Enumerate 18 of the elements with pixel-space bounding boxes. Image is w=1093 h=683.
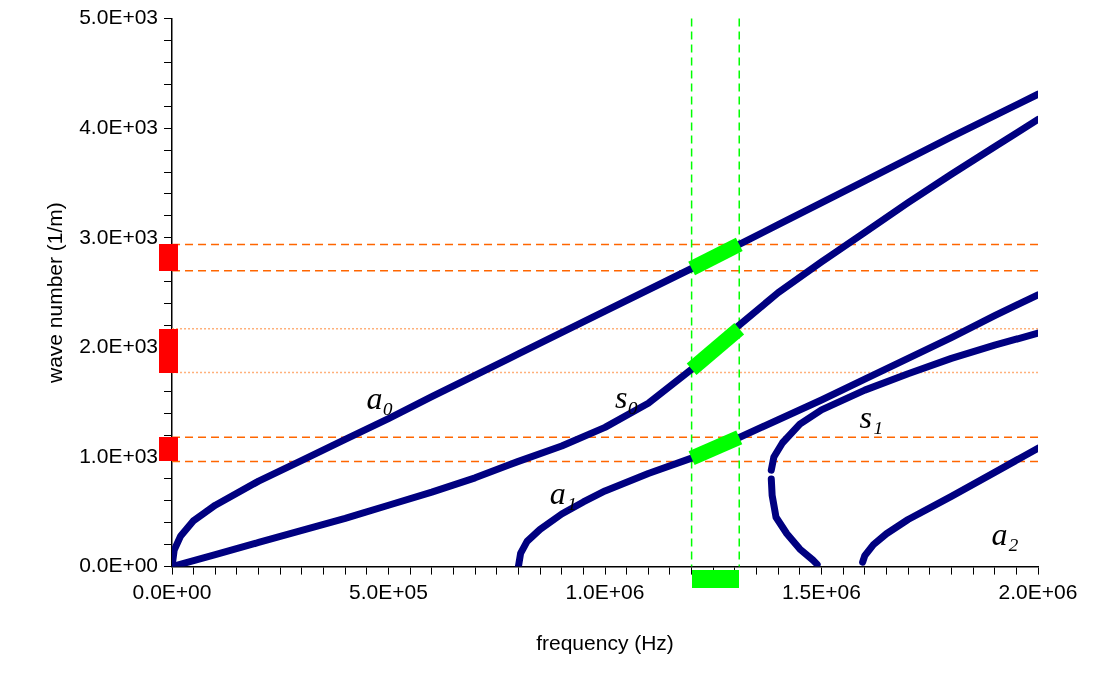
x-tick-label: 5.0E+05	[349, 580, 428, 603]
y-tick-label: 5.0E+03	[79, 5, 159, 29]
x-axis-title: frequency (Hz)	[536, 631, 674, 655]
series-label: a₀	[366, 380, 394, 417]
y-tick-label: 0.0E+00	[79, 553, 159, 577]
x-tick-label: 1.5E+06	[782, 580, 861, 603]
x-tick-label: 0.0E+00	[132, 580, 212, 603]
series-label: a₂	[991, 515, 1019, 552]
series-label: a₁	[549, 475, 577, 512]
y-axis-title: wave number (1/m)	[43, 202, 67, 385]
y-tick-label: 4.0E+03	[79, 115, 159, 138]
y-tick-label: 3.0E+03	[79, 224, 159, 248]
x-tick-label: 2.0E+06	[998, 580, 1078, 603]
y-tick-label: 1.0E+03	[79, 443, 159, 467]
x-tick-label: 1.0E+06	[565, 580, 645, 603]
series-label: s₀	[615, 378, 639, 415]
y-tick-label: 2.0E+03	[79, 334, 159, 358]
series-label: s₁	[859, 399, 884, 436]
